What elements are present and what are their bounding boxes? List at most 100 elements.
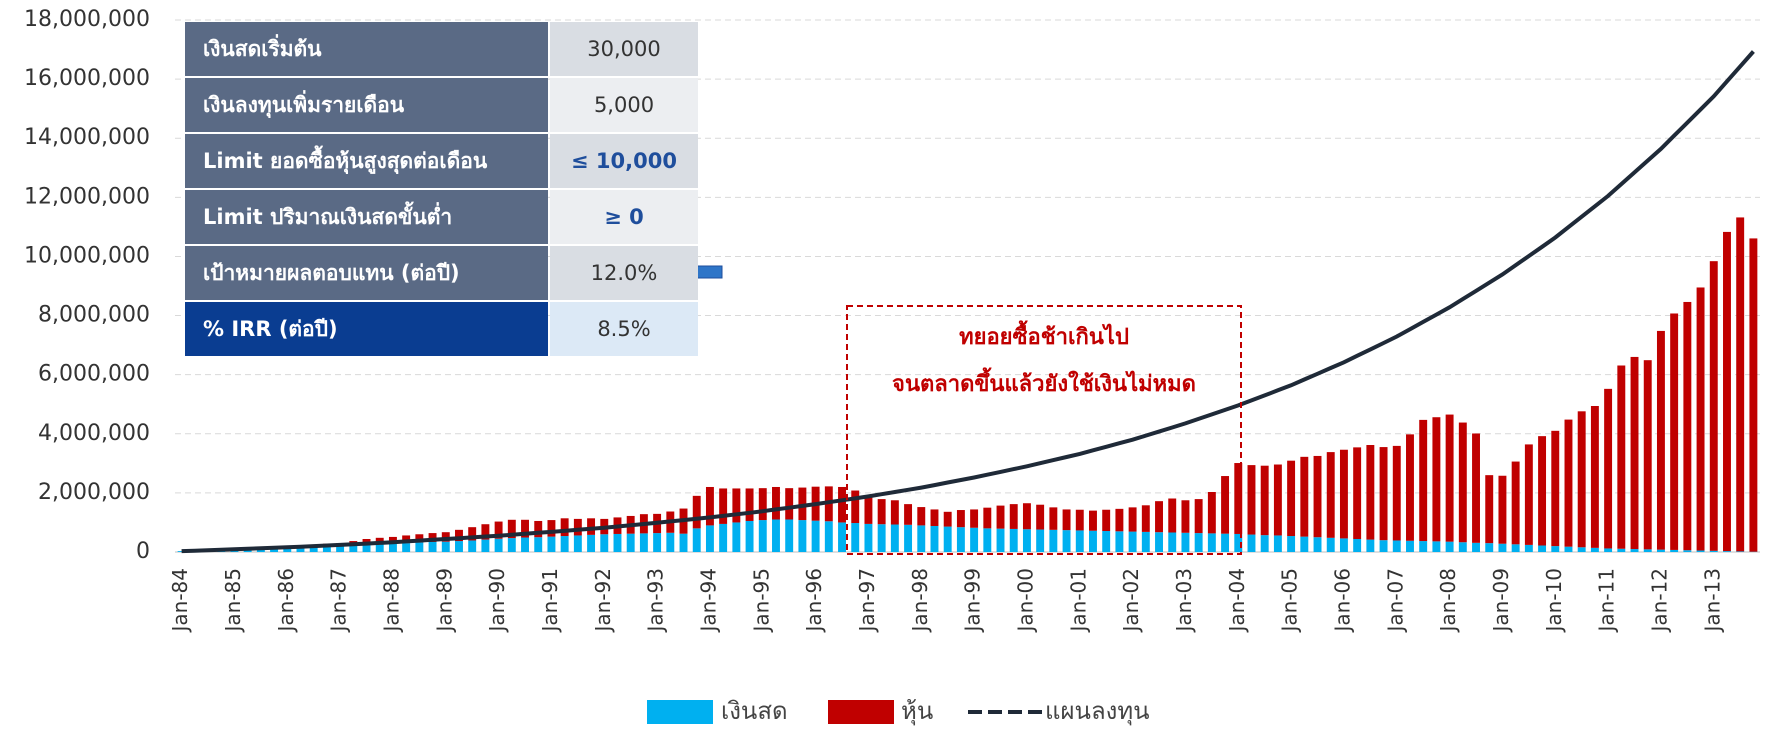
- y-tick-label: 18,000,000: [24, 7, 150, 32]
- bar: [851, 490, 860, 524]
- x-tick-label: Jan-11: [1595, 568, 1619, 634]
- bar: [798, 520, 807, 552]
- x-tick-label: Jan-87: [327, 568, 351, 634]
- bar: [811, 520, 820, 552]
- bar: [1551, 430, 1560, 547]
- x-tick-label: Jan-12: [1647, 568, 1671, 634]
- bar: [388, 543, 397, 552]
- table-row: Limit ยอดซื้อหุ้นสูงสุดต่อเดือน ≤ 10,000: [185, 134, 698, 188]
- bar: [1234, 533, 1243, 552]
- bar: [1234, 463, 1243, 534]
- row-value: 12.0%: [550, 246, 698, 300]
- x-tick-label: Jan-13: [1700, 568, 1724, 634]
- bar: [560, 518, 569, 537]
- bar: [1485, 475, 1494, 544]
- bar: [1366, 445, 1375, 540]
- bar: [824, 521, 833, 552]
- bar: [507, 519, 516, 539]
- bar: [1709, 261, 1718, 551]
- y-tick-label: 10,000,000: [24, 243, 150, 268]
- legend-swatch: [828, 700, 894, 724]
- bar: [336, 546, 345, 552]
- bar: [1181, 532, 1190, 552]
- x-tick-label: Jan-94: [696, 568, 720, 634]
- bar: [1260, 535, 1269, 552]
- bar: [1736, 217, 1745, 552]
- bar: [1313, 537, 1322, 552]
- bar: [692, 528, 701, 552]
- bar: [573, 535, 582, 552]
- bar: [930, 525, 939, 552]
- bar: [1538, 436, 1547, 546]
- bar: [1590, 547, 1599, 552]
- x-tick-label: Jan-96: [802, 568, 826, 634]
- bar: [851, 523, 860, 552]
- bar: [428, 541, 437, 552]
- bar: [772, 519, 780, 552]
- bar: [1551, 546, 1560, 552]
- table-row: เงินลงทุนเพิ่มรายเดือน 5,000: [185, 78, 698, 132]
- bar: [1419, 419, 1428, 542]
- bar: [705, 486, 714, 526]
- bar: [1630, 356, 1639, 550]
- bar: [1498, 475, 1507, 544]
- bar: [1445, 414, 1454, 542]
- x-tick-label: Jan-93: [644, 568, 668, 634]
- bar: [1643, 549, 1652, 552]
- bar: [1062, 530, 1071, 552]
- row-label: % IRR (ต่อปี): [185, 302, 548, 356]
- bar: [1326, 452, 1335, 538]
- bar: [705, 525, 714, 552]
- bar: [1656, 549, 1665, 552]
- bar: [758, 520, 767, 552]
- y-tick-label: 16,000,000: [24, 66, 150, 91]
- y-tick-label: 0: [136, 539, 150, 564]
- bar: [626, 533, 635, 552]
- bar: [1168, 498, 1177, 533]
- bar: [1564, 419, 1573, 547]
- x-tick-label: Jan-03: [1172, 568, 1196, 634]
- row-value: 8.5%: [550, 302, 698, 356]
- bar: [1247, 534, 1256, 552]
- x-tick-label: Jan-06: [1330, 568, 1354, 634]
- bar: [1022, 529, 1031, 552]
- bar: [1273, 535, 1282, 552]
- y-tick-label: 8,000,000: [38, 303, 150, 328]
- bar: [534, 520, 543, 538]
- bar: [587, 518, 596, 535]
- bar: [1102, 509, 1111, 532]
- bar: [560, 536, 569, 552]
- bar: [1736, 551, 1745, 552]
- y-tick-label: 6,000,000: [38, 362, 150, 387]
- bar: [1353, 447, 1362, 539]
- bar: [745, 488, 754, 521]
- bar: [428, 533, 437, 542]
- plot: 0 2,000,000 4,000,000 6,000,000 8,000,000 10,…: [24, 7, 1760, 634]
- table-row: Limit ปริมาณเงินสดขั้นต่ำ ≥ 0: [185, 190, 698, 244]
- x-tick-label: Jan-99: [961, 568, 985, 634]
- parameter-table: เงินสดเริ่มต้น 30,000 เงินลงทุนเพิ่มรายเดื…: [185, 22, 698, 358]
- bar: [455, 529, 463, 542]
- bar: [1683, 550, 1692, 552]
- bar: [534, 537, 543, 552]
- bar: [943, 526, 952, 552]
- row-value: 5,000: [550, 78, 698, 132]
- bar: [1115, 508, 1124, 532]
- bar: [1115, 531, 1124, 552]
- bar: [956, 510, 965, 528]
- x-tick-label: Jan-86: [274, 568, 298, 634]
- bar: [1709, 550, 1718, 552]
- bar: [1445, 541, 1454, 552]
- bar: [1604, 548, 1613, 552]
- bar: [1075, 530, 1084, 552]
- bar: [890, 500, 899, 525]
- x-tick-label: Jan-09: [1489, 568, 1513, 634]
- bar: [1287, 536, 1296, 552]
- bar: [1538, 545, 1547, 552]
- bar: [772, 486, 780, 520]
- bar: [1670, 549, 1679, 552]
- bar: [1577, 411, 1586, 548]
- x-tick-label: Jan-91: [538, 568, 562, 634]
- bar: [1458, 422, 1467, 543]
- x-tick-label: Jan-98: [908, 568, 932, 634]
